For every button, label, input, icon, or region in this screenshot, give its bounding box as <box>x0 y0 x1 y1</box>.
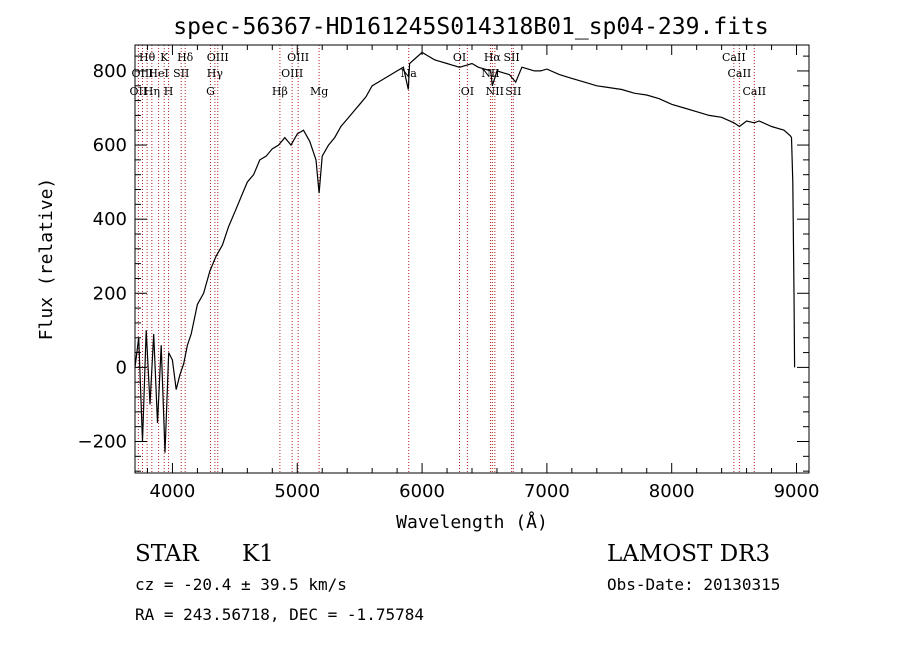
axis-ticks <box>135 45 809 473</box>
sky-coordinates: RA = 243.56718, DEC = -1.75784 <box>135 605 424 624</box>
spectral-line-markers <box>137 45 755 473</box>
y-tick-label: 200 <box>93 283 127 304</box>
spectral-line-label: OIII <box>287 51 309 64</box>
spectral-line-label: CaII <box>728 67 752 80</box>
spectral-line-label: OII <box>130 85 148 98</box>
x-tick-label: 4000 <box>150 481 196 502</box>
plot-frame <box>134 44 810 474</box>
spectral-line-label: SII <box>173 67 189 80</box>
spectral-line-label: NII <box>486 85 504 98</box>
axis-tick-labels: 4000 5000 6000 7000 8000 9000 −200 0 200 400 600 80… <box>78 61 820 502</box>
spectral-line-labels: OII Hθ OIII Hη HeI K SII H Hδ OIII Hγ G Hβ OIII OIII Mg… <box>130 51 767 98</box>
chart-title: spec-56367-HD161245S014318B01_sp04-239.f… <box>173 14 768 40</box>
x-tick-label: 7000 <box>524 481 570 502</box>
spectral-line-label: Hη <box>144 85 160 98</box>
spectral-line-label: Hα <box>484 51 502 64</box>
y-tick-label: 400 <box>93 209 127 230</box>
spectral-line-label: Hδ <box>177 51 194 64</box>
spectral-line-label: CaII <box>722 51 746 64</box>
spectral-line-label: OI <box>461 85 474 98</box>
spectral-line-label: OIII <box>131 67 153 80</box>
spectral-line-label: SII <box>503 51 519 64</box>
x-tick-label: 6000 <box>399 481 445 502</box>
y-axis-label: Flux (relative) <box>36 178 57 341</box>
spectral-line-label: H <box>164 85 174 98</box>
spectral-line-label: K <box>160 51 169 64</box>
object-subclass: K1 <box>242 541 274 567</box>
y-tick-label: 600 <box>93 135 127 156</box>
y-tick-label: 0 <box>116 357 127 378</box>
spectral-line-label: OIII <box>281 67 303 80</box>
spectral-line-label: Hγ <box>207 67 224 80</box>
spectral-line-label: CaII <box>742 85 766 98</box>
flux-series-line <box>134 51 796 453</box>
spectral-line-label: OI <box>453 51 466 64</box>
redshift-velocity: cz = -20.4 ± 39.5 km/s <box>135 575 347 594</box>
x-tick-label: 9000 <box>774 481 820 502</box>
x-axis-label: Wavelength (Å) <box>396 511 548 533</box>
spectral-line-label: SII <box>505 85 521 98</box>
spectral-line-label: OIII <box>207 51 229 64</box>
spectral-line-label: G <box>206 85 215 98</box>
x-tick-label: 8000 <box>649 481 695 502</box>
spectral-line-label: Hθ <box>139 51 156 64</box>
observation-date: Obs-Date: 20130315 <box>607 575 780 594</box>
spectral-line-label: HeI <box>148 67 168 80</box>
spectral-line-label: Hβ <box>272 85 288 98</box>
y-tick-label: −200 <box>78 432 127 453</box>
y-tick-label: 800 <box>93 61 127 82</box>
survey-name: LAMOST DR3 <box>607 541 770 567</box>
object-class: STAR <box>135 541 199 567</box>
spectral-line-label: Mg <box>310 85 328 98</box>
x-tick-label: 5000 <box>274 481 320 502</box>
